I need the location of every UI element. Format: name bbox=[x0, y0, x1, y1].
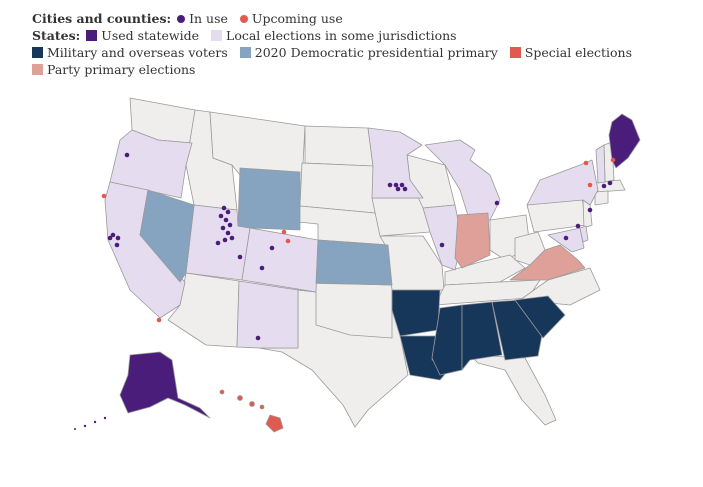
legend-upcoming-use: Upcoming use bbox=[239, 10, 343, 27]
state-oregon bbox=[109, 129, 193, 199]
states-legend-heading: States: bbox=[32, 28, 81, 43]
legend-local-elections-label: Local elections in some jurisdictions bbox=[226, 28, 457, 43]
legend-dem-primary: 2020 Democratic presidential primary bbox=[239, 44, 498, 61]
hawaii-island-1 bbox=[219, 389, 225, 395]
state-michigan bbox=[424, 139, 501, 223]
state-indiana bbox=[454, 212, 491, 269]
military-swatch bbox=[32, 47, 43, 58]
used-statewide-swatch bbox=[86, 30, 98, 41]
state-north-dakota bbox=[304, 125, 374, 167]
special-election-states bbox=[219, 389, 284, 433]
legend-special-elections-label: Special elections bbox=[524, 45, 632, 60]
in-use-dot-icon bbox=[177, 14, 186, 23]
legend-upcoming-use-label: Upcoming use bbox=[251, 11, 343, 26]
state-vermont bbox=[595, 144, 606, 184]
military-states bbox=[391, 289, 566, 381]
special-elections-swatch bbox=[509, 47, 521, 58]
state-new-mexico bbox=[236, 280, 299, 349]
cities-legend-row: Cities and counties: In use Upcoming use bbox=[32, 10, 672, 27]
state-nevada bbox=[139, 189, 195, 283]
hawaii-island-3 bbox=[249, 401, 255, 407]
hawaii-island-2 bbox=[237, 395, 243, 401]
dem-primary-states bbox=[139, 167, 393, 286]
states-legend-row: States: Used statewide Local elections i… bbox=[32, 27, 672, 78]
state-new-york bbox=[526, 159, 599, 206]
state-connecticut bbox=[594, 190, 609, 206]
cities-legend-heading: Cities and counties: bbox=[32, 11, 172, 26]
in-use-markers bbox=[107, 152, 613, 341]
state-hawaii bbox=[265, 414, 284, 433]
hawaii-island-4 bbox=[259, 404, 265, 410]
state-kansas bbox=[315, 239, 393, 286]
state-delaware bbox=[579, 225, 589, 243]
state-florida bbox=[469, 354, 557, 426]
state-south-carolina bbox=[514, 295, 566, 339]
state-south-dakota bbox=[299, 162, 376, 214]
legend-military-label: Military and overseas voters bbox=[47, 45, 228, 60]
local-election-states bbox=[104, 127, 606, 349]
legend-local-elections: Local elections in some jurisdictions bbox=[211, 27, 457, 44]
alaska-islands bbox=[74, 416, 107, 430]
legend-special-elections: Special elections bbox=[509, 44, 632, 61]
state-wyoming bbox=[237, 167, 301, 231]
statewide-states bbox=[119, 113, 641, 419]
legend-dem-primary-label: 2020 Democratic presidential primary bbox=[254, 45, 498, 60]
state-alabama bbox=[461, 301, 503, 371]
dem-primary-swatch bbox=[239, 47, 251, 58]
legend-in-use: In use bbox=[177, 10, 228, 27]
state-illinois bbox=[422, 204, 463, 271]
state-alaska bbox=[119, 351, 211, 419]
state-arkansas bbox=[391, 289, 441, 337]
map-legend: Cities and counties: In use Upcoming use… bbox=[32, 10, 672, 78]
legend-military: Military and overseas voters bbox=[32, 44, 228, 61]
local-elections-swatch bbox=[211, 30, 223, 41]
legend-in-use-label: In use bbox=[189, 11, 228, 26]
legend-used-statewide-label: Used statewide bbox=[101, 28, 200, 43]
party-primary-states bbox=[454, 212, 586, 281]
legend-party-primary: Party primary elections bbox=[32, 61, 195, 78]
upcoming-use-dot-icon bbox=[239, 14, 248, 23]
state-mississippi bbox=[431, 304, 463, 376]
state-minnesota bbox=[367, 127, 424, 199]
party-primary-swatch bbox=[32, 64, 43, 75]
state-virginia bbox=[509, 244, 586, 281]
state-north-carolina bbox=[519, 267, 601, 306]
state-maine bbox=[608, 113, 641, 169]
upcoming-markers bbox=[101, 157, 616, 323]
legend-party-primary-label: Party primary elections bbox=[47, 62, 196, 77]
state-colorado bbox=[241, 227, 319, 293]
legend-used-statewide: Used statewide bbox=[86, 27, 199, 44]
